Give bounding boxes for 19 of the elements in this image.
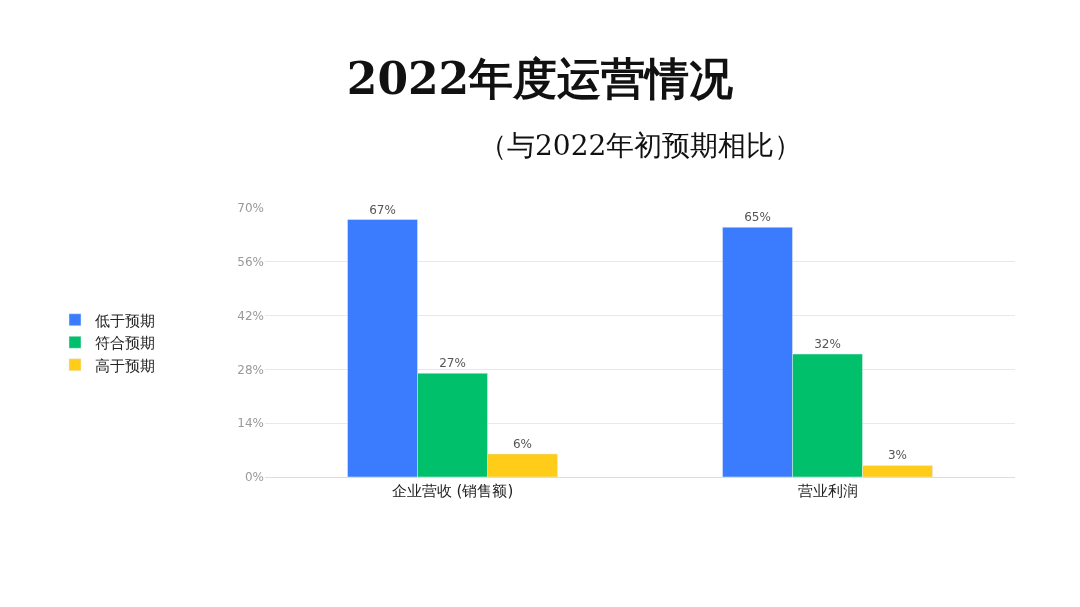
y-tick-label: 70% [237, 201, 264, 216]
data-label: 32% [814, 337, 841, 352]
legend-label: 低于预期 [95, 311, 155, 330]
y-tick-label: 56% [237, 255, 264, 269]
x-tick-label: 企业营收 (销售额) [391, 482, 514, 500]
data-label: 3% [887, 448, 908, 463]
data-label: 65% [744, 210, 771, 225]
legend-label: 符合预期 [95, 334, 155, 353]
data-label: 6% [512, 436, 533, 451]
legend-label: 高于预期 [95, 356, 155, 375]
x-tick-label: 营业利润 [797, 482, 858, 500]
y-tick-label: 42% [237, 308, 264, 323]
data-label: 67% [369, 202, 396, 217]
y-tick-label: 28% [237, 362, 264, 377]
y-tick-label: 14% [237, 416, 264, 431]
chart-title: 2022年度运营情况 [346, 53, 734, 105]
data-label: 27% [439, 356, 466, 371]
y-tick-label: 0% [244, 470, 264, 485]
chart-subtitle: （与2022年初预期相比） [479, 129, 803, 162]
